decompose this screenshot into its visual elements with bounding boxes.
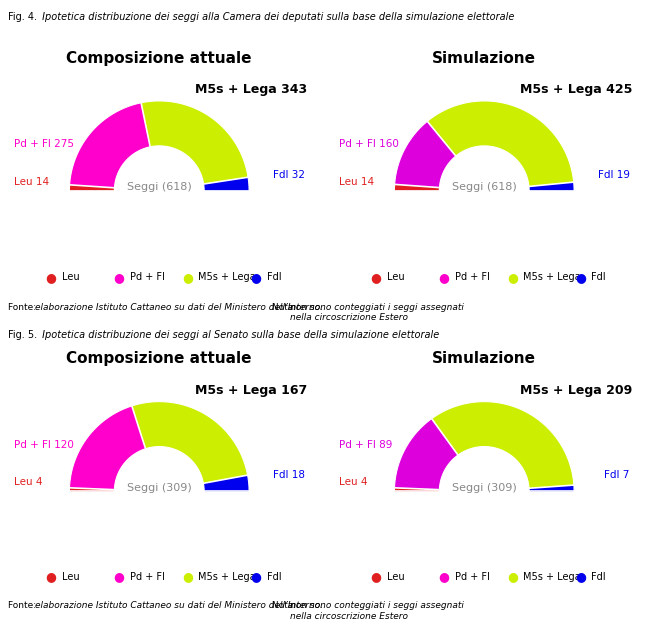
Polygon shape [70,185,114,191]
Title: Composizione attuale: Composizione attuale [66,51,252,66]
Text: FdI 18: FdI 18 [273,471,305,480]
Text: ●: ● [439,570,450,583]
Text: ●: ● [250,570,261,583]
Text: ●: ● [46,271,57,283]
Text: ●: ● [507,271,518,283]
Polygon shape [70,103,150,188]
Polygon shape [529,485,574,492]
Polygon shape [395,122,456,188]
Text: Leu: Leu [387,272,404,282]
Text: elaborazione Istituto Cattaneo su dati del Ministero dell’Interno.: elaborazione Istituto Cattaneo su dati d… [35,303,323,312]
Text: ●: ● [575,570,586,583]
Polygon shape [395,418,458,490]
Text: Ipotetica distribuzione dei seggi alla Camera dei deputati sulla base della simu: Ipotetica distribuzione dei seggi alla C… [39,12,514,22]
Text: ●: ● [250,271,261,283]
Text: M5s + Lega 425: M5s + Lega 425 [520,83,632,96]
Text: Fig. 4.: Fig. 4. [8,12,37,22]
Text: Leu 4: Leu 4 [14,477,42,487]
Text: M5s + Lega 209: M5s + Lega 209 [520,384,632,397]
Text: Leu: Leu [62,572,79,582]
Text: ●: ● [507,570,518,583]
Title: Simulazione: Simulazione [432,352,536,366]
Text: ●: ● [182,271,193,283]
Text: Pd + FI 120: Pd + FI 120 [14,440,73,450]
Text: non sono conteggiati i seggi assegnati
nella circoscrizione Estero: non sono conteggiati i seggi assegnati n… [290,601,463,620]
Polygon shape [395,184,439,191]
Text: Seggi (309): Seggi (309) [452,483,517,493]
Text: Pd + FI: Pd + FI [130,572,165,582]
Text: FdI 32: FdI 32 [273,170,305,180]
Title: Composizione attuale: Composizione attuale [66,352,252,366]
Text: Leu 4: Leu 4 [339,477,367,487]
Text: Fonte:: Fonte: [8,303,39,312]
Text: ●: ● [370,570,382,583]
Text: FdI: FdI [266,272,281,282]
Text: Leu: Leu [387,572,404,582]
Polygon shape [203,177,249,191]
Text: ●: ● [46,570,57,583]
Polygon shape [432,402,574,489]
Text: M5s + Lega: M5s + Lega [523,272,581,282]
Text: M5s + Lega 343: M5s + Lega 343 [196,83,307,96]
Text: Fonte:: Fonte: [8,601,39,611]
Title: Simulazione: Simulazione [432,51,536,66]
Text: M5s + Lega: M5s + Lega [198,272,256,282]
Text: Pd + FI 275: Pd + FI 275 [14,139,73,149]
Text: ●: ● [575,271,586,283]
Polygon shape [70,406,146,490]
Text: Pd + FI: Pd + FI [455,572,490,582]
Text: Pd + FI: Pd + FI [130,272,165,282]
Text: Leu: Leu [62,272,79,282]
Text: FdI: FdI [592,272,606,282]
Text: Seggi (618): Seggi (618) [127,182,192,192]
Text: ●: ● [439,271,450,283]
Text: Pd + FI 160: Pd + FI 160 [339,139,398,149]
Text: Nota:: Nota: [269,601,299,611]
Polygon shape [203,475,249,492]
Text: Leu 14: Leu 14 [339,177,374,187]
Text: Seggi (618): Seggi (618) [452,182,517,192]
Text: Leu 14: Leu 14 [14,177,49,187]
Text: FdI: FdI [592,572,606,582]
Polygon shape [427,101,574,187]
Polygon shape [141,101,248,184]
Polygon shape [395,488,439,492]
Text: Seggi (309): Seggi (309) [127,483,192,493]
Text: ●: ● [114,570,125,583]
Text: Ipotetica distribuzione dei seggi al Senato sulla base della simulazione elettor: Ipotetica distribuzione dei seggi al Sen… [39,330,439,340]
Text: ●: ● [182,570,193,583]
Text: M5s + Lega: M5s + Lega [523,572,581,582]
Polygon shape [529,182,574,191]
Text: M5s + Lega 167: M5s + Lega 167 [195,384,307,397]
Text: Nota:: Nota: [269,303,299,312]
Text: Pd + FI: Pd + FI [455,272,490,282]
Polygon shape [70,488,114,492]
Text: M5s + Lega: M5s + Lega [198,572,256,582]
Text: non sono conteggiati i seggi assegnati
nella circoscrizione Estero: non sono conteggiati i seggi assegnati n… [290,303,463,322]
Text: elaborazione Istituto Cattaneo su dati del Ministero dell’Interno.: elaborazione Istituto Cattaneo su dati d… [35,601,323,611]
Text: FdI 7: FdI 7 [604,471,630,480]
Text: FdI 19: FdI 19 [598,170,630,180]
Text: ●: ● [114,271,125,283]
Polygon shape [132,402,248,484]
Text: Pd + FI 89: Pd + FI 89 [339,440,392,450]
Text: Fig. 5.: Fig. 5. [8,330,37,340]
Text: FdI: FdI [266,572,281,582]
Text: ●: ● [370,271,382,283]
